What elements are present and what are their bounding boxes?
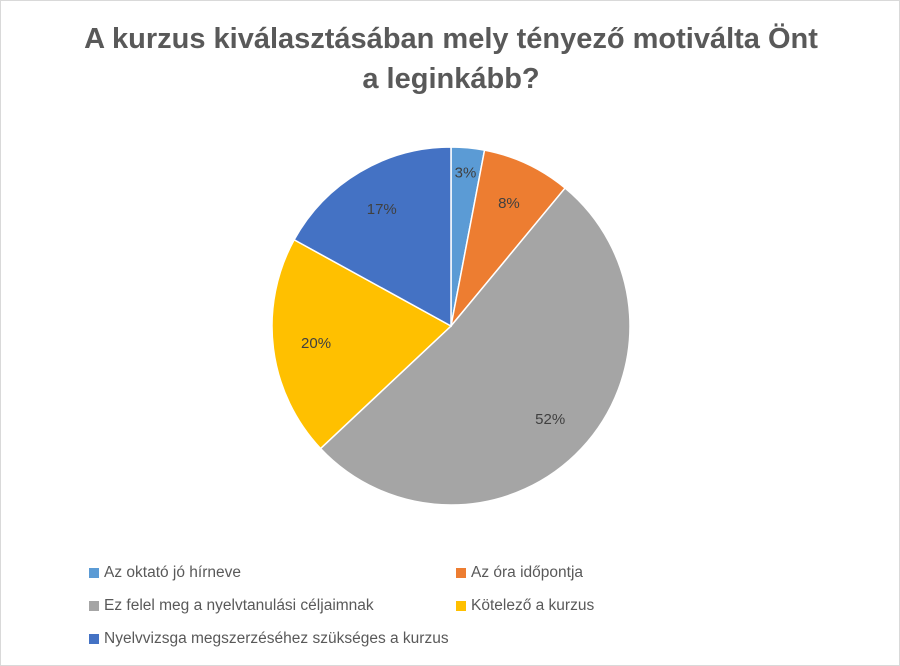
chart-title-line-1: A kurzus kiválasztásában mely tényező mo… [84,23,818,55]
legend-label-1: Az óra időpontja [471,564,584,581]
pie-slice-2 [319,187,631,506]
chart-title-line-2: a leginkább? [362,63,540,95]
legend-item-2: Ez felel meg a nyelvtanulási céljaimnak [89,597,374,615]
legend-item-3: Kötelező a kurzus [456,597,594,615]
data-label-3: 20% [301,335,331,352]
legend-swatch-4 [89,634,99,644]
legend-label-3: Kötelező a kurzus [471,597,595,614]
data-label-4: 17% [367,201,397,218]
legend-item-1: Az óra időpontja [456,564,583,582]
pie-chart: 3% 8% 52% 20% 17% [271,146,631,506]
legend-swatch-0 [89,568,99,578]
data-label-1: 8% [498,195,520,212]
pie-slice-4 [293,146,452,328]
legend-label-4: Nyelvvizsga megszerzéséhez szükséges a k… [104,630,449,647]
chart-title: A kurzus kiválasztásában mely tényező mo… [61,19,841,99]
legend-label-2: Ez felel meg a nyelvtanulási céljaimnak [104,597,374,614]
pie-slice-1 [450,149,567,327]
legend-swatch-1 [456,568,466,578]
legend-swatch-3 [456,601,466,611]
data-label-0: 3% [455,165,477,182]
pie-slice-3 [271,238,453,450]
legend-label-0: Az oktató jó hírneve [104,564,241,581]
data-label-2: 52% [535,411,565,428]
legend-swatch-2 [89,601,99,611]
legend-item-4: Nyelvvizsga megszerzéséhez szükséges a k… [89,630,449,648]
legend-item-0: Az oktató jó hírneve [89,564,241,582]
